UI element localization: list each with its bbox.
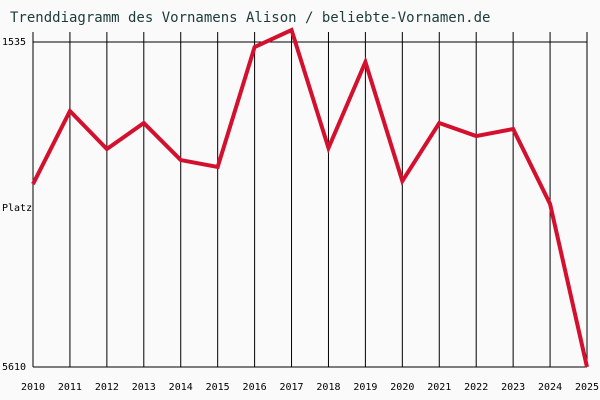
y-axis-label: Platz: [2, 203, 32, 214]
x-tick-label: 2014: [169, 382, 193, 393]
x-tick-label: 2021: [427, 382, 451, 393]
y-tick-label: 1535: [2, 37, 26, 48]
x-tick-label: 2022: [464, 382, 488, 393]
x-tick-label: 2023: [501, 382, 525, 393]
x-tick-label: 2016: [243, 382, 267, 393]
data-line: [31, 27, 589, 368]
x-tick-label: 2017: [279, 382, 303, 393]
x-tick-label: 2025: [575, 382, 599, 393]
x-tick-label: 2015: [206, 382, 230, 393]
x-tick-label: 2020: [390, 382, 414, 393]
x-tick-label: 2018: [316, 382, 340, 393]
x-tick-label: 2011: [58, 382, 82, 393]
x-tick-label: 2012: [95, 382, 119, 393]
y-tick-label: 5610: [2, 362, 26, 373]
chart-title: Trenddiagramm des Vornamens Alison / bel…: [10, 10, 490, 26]
x-tick-label: 2013: [132, 382, 156, 393]
x-tick-label: 2019: [353, 382, 377, 393]
x-tick-label: 2024: [538, 382, 562, 393]
x-tick-label: 2010: [21, 382, 45, 393]
